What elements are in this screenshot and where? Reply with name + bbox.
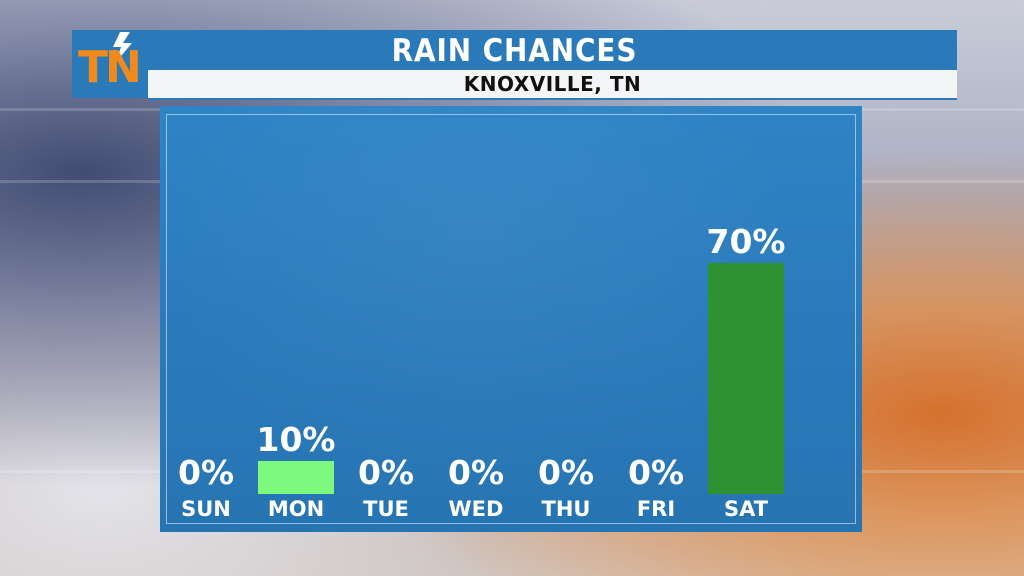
value-label-sun: 0% [178,453,234,492]
category-label-fri: FRI [637,497,675,521]
subheader-bar [148,70,957,100]
chart-title: RAIN CHANCES [391,33,638,69]
bar-sat [708,263,784,494]
category-label-sun: SUN [181,497,231,521]
value-label-thu: 0% [538,453,594,492]
value-label-fri: 0% [628,453,684,492]
lightning-icon [113,32,132,62]
category-label-mon: MON [268,497,324,521]
category-label-tue: TUE [363,497,409,521]
header-bar [72,30,957,70]
station-logo: TN [72,30,148,98]
location-label: KNOXVILLE, TN [463,72,642,96]
value-label-mon: 10% [257,420,336,459]
chart-panel-border [166,114,856,524]
category-label-thu: THU [542,497,591,521]
category-label-sat: SAT [724,497,769,521]
value-label-sat: 70% [707,222,786,261]
category-label-wed: WED [449,497,504,521]
value-label-wed: 0% [448,453,504,492]
logo-text: TN [78,42,142,93]
value-label-tue: 0% [358,453,414,492]
bar-mon [258,461,334,494]
